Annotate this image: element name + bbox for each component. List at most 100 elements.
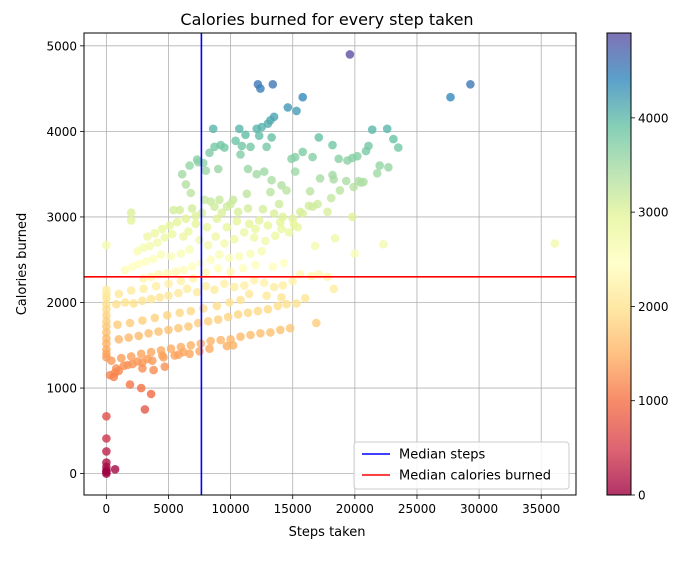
data-point — [164, 325, 173, 335]
data-point — [279, 258, 289, 268]
legend-label-median-calories: Median calories burned — [399, 469, 551, 484]
data-point — [125, 380, 135, 389]
data-point — [199, 158, 208, 168]
data-point — [276, 217, 285, 227]
data-point — [259, 278, 269, 288]
data-point — [312, 318, 321, 328]
data-point — [174, 350, 183, 360]
data-point — [375, 161, 385, 170]
data-point — [277, 293, 286, 302]
data-point — [249, 233, 259, 242]
data-point — [226, 267, 235, 277]
data-point — [181, 180, 191, 189]
data-point — [158, 224, 167, 234]
data-point — [361, 146, 371, 156]
data-point — [123, 360, 132, 370]
data-point — [231, 136, 240, 146]
data-point — [295, 207, 305, 217]
data-point — [242, 189, 252, 199]
data-point — [237, 141, 247, 151]
data-point — [343, 156, 352, 165]
data-point — [151, 281, 161, 291]
data-point — [143, 232, 152, 241]
data-point — [126, 216, 136, 225]
data-point — [102, 328, 111, 337]
data-point — [149, 365, 158, 375]
data-point — [233, 207, 243, 217]
y-axis-label: Calories burned — [15, 213, 30, 316]
colorbar-gradient — [607, 33, 631, 495]
data-point — [328, 140, 337, 150]
data-point — [164, 291, 173, 301]
y-tick-label: 2000 — [46, 296, 77, 310]
data-point — [372, 169, 382, 178]
data-point — [267, 133, 276, 142]
data-point — [236, 295, 245, 305]
data-point — [350, 249, 360, 258]
data-point — [210, 202, 219, 211]
data-point — [212, 301, 222, 311]
data-point — [283, 103, 293, 112]
data-point — [186, 188, 196, 198]
data-point — [288, 276, 298, 286]
data-point — [256, 84, 265, 93]
data-point — [128, 262, 137, 271]
data-point — [189, 274, 198, 283]
x-tick-label: 5000 — [153, 502, 184, 516]
data-point — [277, 224, 286, 234]
data-point — [274, 199, 284, 209]
data-point — [246, 142, 255, 152]
data-point — [269, 112, 279, 122]
data-point — [226, 199, 235, 209]
data-point — [107, 356, 116, 366]
colorbar-frame — [606, 32, 632, 496]
data-point — [315, 174, 325, 183]
data-point — [139, 274, 148, 283]
data-point — [102, 311, 111, 320]
data-point — [174, 323, 183, 333]
data-point — [162, 311, 172, 320]
data-point — [220, 279, 229, 289]
legend-label-median-steps: Median steps — [399, 448, 486, 463]
reference-lines — [84, 33, 576, 495]
data-point — [243, 164, 253, 174]
data-point — [349, 182, 358, 192]
data-point — [223, 312, 233, 322]
data-point — [199, 304, 208, 313]
data-point — [138, 364, 147, 373]
data-point — [160, 362, 170, 372]
data-point — [176, 276, 186, 286]
data-point — [171, 267, 181, 277]
data-point — [244, 289, 254, 299]
x-tick-label: 30000 — [460, 502, 498, 516]
data-point — [222, 222, 232, 232]
data-point — [155, 293, 165, 302]
data-point — [179, 265, 188, 275]
data-point — [195, 347, 204, 356]
data-point — [314, 133, 324, 142]
data-point — [252, 169, 261, 179]
data-point — [175, 308, 184, 318]
data-point — [172, 217, 182, 227]
colorbar: 0 1000 2000 3000 4000 — [606, 32, 669, 503]
data-point — [102, 322, 111, 331]
data-point — [225, 298, 234, 307]
data-point — [253, 306, 263, 316]
data-point — [216, 335, 225, 345]
legend: Median steps Median calories burned — [353, 441, 570, 490]
data-point — [146, 347, 156, 357]
data-point — [273, 301, 283, 311]
data-point — [175, 205, 184, 215]
data-point — [202, 222, 212, 232]
data-point — [345, 50, 355, 59]
data-point — [230, 282, 239, 292]
data-point — [186, 341, 196, 350]
data-point — [146, 294, 156, 304]
data-point — [298, 92, 308, 102]
data-point — [179, 232, 188, 241]
data-point — [269, 209, 279, 218]
data-point — [166, 251, 176, 261]
data-point — [466, 80, 475, 89]
data-point — [102, 434, 111, 443]
